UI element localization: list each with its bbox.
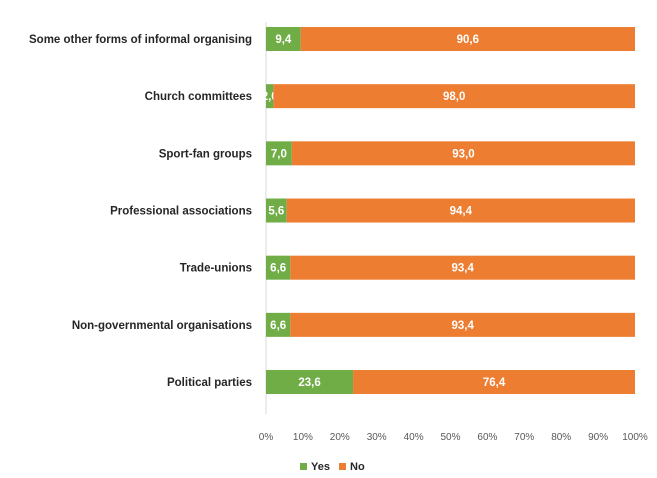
category-label: Trade-unions — [180, 263, 252, 275]
data-label-yes: 6,6 — [270, 263, 286, 275]
category-label: Sport-fan groups — [159, 148, 252, 160]
bar-segment-no — [353, 370, 635, 395]
data-label-yes: 5,6 — [268, 206, 284, 218]
x-tick-label: 70% — [514, 432, 534, 443]
data-label-no: 98,0 — [443, 91, 465, 103]
legend-label-yes: Yes — [311, 461, 330, 473]
category-label: Church committees — [145, 91, 252, 103]
data-label-no: 93,4 — [451, 320, 474, 332]
x-axis-tick-labels: 0% 10% 20% 30% 40% 50% 60% 70% 80% 90% 100% — [259, 432, 648, 443]
bar-segment-yes — [266, 84, 274, 109]
legend-swatch-yes — [300, 463, 307, 470]
data-label-yes: 6,6 — [270, 320, 286, 332]
x-tick-label: 80% — [551, 432, 571, 443]
x-tick-label: 60% — [477, 432, 497, 443]
x-tick-label: 100% — [622, 432, 648, 443]
data-label-no: 90,6 — [457, 34, 479, 46]
category-label: Some other forms of informal organising — [29, 34, 252, 46]
data-label-yes: 9,4 — [275, 34, 292, 46]
x-tick-label: 20% — [330, 432, 350, 443]
legend: Yes No — [300, 461, 365, 473]
x-tick-label: 0% — [259, 432, 274, 443]
bar-segment-yes — [266, 141, 292, 166]
bar-segment-no — [291, 141, 635, 166]
x-tick-label: 30% — [367, 432, 387, 443]
bar-segment-yes — [266, 27, 301, 51]
data-label-no: 93,4 — [451, 263, 474, 275]
data-label-no: 76,4 — [483, 377, 506, 389]
bar-segment-yes — [266, 312, 291, 337]
bar-segment-yes — [266, 255, 291, 280]
bar-segment-no — [290, 255, 635, 280]
x-tick-label: 90% — [588, 432, 608, 443]
x-tick-label: 40% — [404, 432, 424, 443]
x-tick-label: 50% — [440, 432, 460, 443]
bar-segment-no — [290, 312, 635, 337]
bar-segment-yes — [266, 370, 354, 395]
bar-segment-no — [300, 27, 635, 51]
bars-layer: 9,4 90,62,0 98,07,0 93,05,6 94,46,6 93,46,6 93… — [262, 27, 635, 395]
bar-segment-no — [286, 198, 635, 223]
category-label: Professional associations — [110, 206, 252, 218]
x-tick-label: 10% — [293, 432, 313, 443]
data-label-no: 93,0 — [452, 148, 474, 160]
legend-swatch-no — [339, 463, 346, 470]
data-label-no: 94,4 — [450, 206, 473, 218]
data-label-yes: 7,0 — [271, 148, 287, 160]
bar-segment-no — [273, 84, 635, 109]
category-labels: Some other forms of informal organising C… — [29, 34, 252, 389]
category-label: Political parties — [167, 377, 252, 389]
data-label-yes: 23,6 — [298, 377, 320, 389]
bar-segment-yes — [266, 198, 287, 223]
category-label: Non-governmental organisations — [72, 320, 252, 332]
legend-label-no: No — [350, 461, 365, 473]
